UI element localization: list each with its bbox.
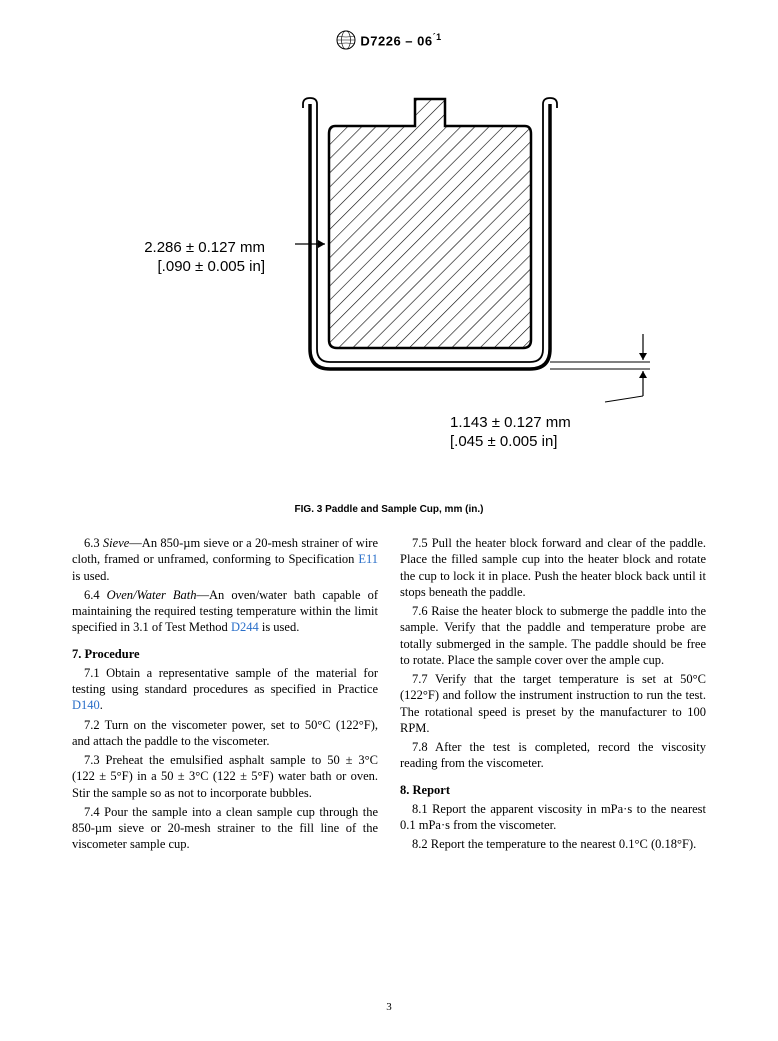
para-7-6: 7.6 Raise the heater block to submerge t…: [400, 603, 706, 668]
para-7-2: 7.2 Turn on the viscometer power, set to…: [72, 717, 378, 750]
ref-d140: D140: [72, 698, 100, 712]
ref-d244: D244: [231, 620, 259, 634]
para-7-8: 7.8 After the test is completed, record …: [400, 739, 706, 772]
figure-caption: FIG. 3 Paddle and Sample Cup, mm (in.): [0, 504, 778, 515]
para-7-7: 7.7 Verify that the target temperature i…: [400, 671, 706, 736]
section-8-heading: 8. Report: [400, 782, 706, 798]
para-8-2: 8.2 Report the temperature to the neares…: [400, 836, 706, 852]
para-7-5: 7.5 Pull the heater block forward and cl…: [400, 535, 706, 600]
astm-logo-icon: [336, 30, 356, 50]
para-8-1: 8.1 Report the apparent viscosity in mPa…: [400, 801, 706, 834]
doc-designation: D7226 – 06´1: [360, 32, 441, 48]
figure-3-diagram: 2.286 ± 0.127 mm [.090 ± 0.005 in] 1.143…: [0, 94, 778, 494]
para-6-3: 6.3 Sieve—An 850-µm sieve or a 20-mesh s…: [72, 535, 378, 584]
para-7-1: 7.1 Obtain a representative sample of th…: [72, 665, 378, 714]
ref-e11: E11: [358, 552, 378, 566]
epsilon-superscript: ´1: [433, 32, 442, 42]
body-columns: 6.3 Sieve—An 850-µm sieve or a 20-mesh s…: [0, 535, 778, 856]
para-7-3: 7.3 Preheat the emulsified asphalt sampl…: [72, 752, 378, 801]
paddle-cup-drawing: [295, 94, 675, 404]
section-7-heading: 7. Procedure: [72, 646, 378, 662]
left-column: 6.3 Sieve—An 850-µm sieve or a 20-mesh s…: [72, 535, 378, 856]
dimension-left-label: 2.286 ± 0.127 mm [.090 ± 0.005 in]: [95, 239, 265, 277]
para-6-4: 6.4 Oven/Water Bath—An oven/water bath c…: [72, 587, 378, 636]
page-number: 3: [0, 1001, 778, 1013]
dimension-bottom-label: 1.143 ± 0.127 mm [.045 ± 0.005 in]: [450, 414, 571, 452]
para-7-4: 7.4 Pour the sample into a clean sample …: [72, 804, 378, 853]
right-column: 7.5 Pull the heater block forward and cl…: [400, 535, 706, 856]
page-header: D7226 – 06´1: [0, 0, 778, 54]
